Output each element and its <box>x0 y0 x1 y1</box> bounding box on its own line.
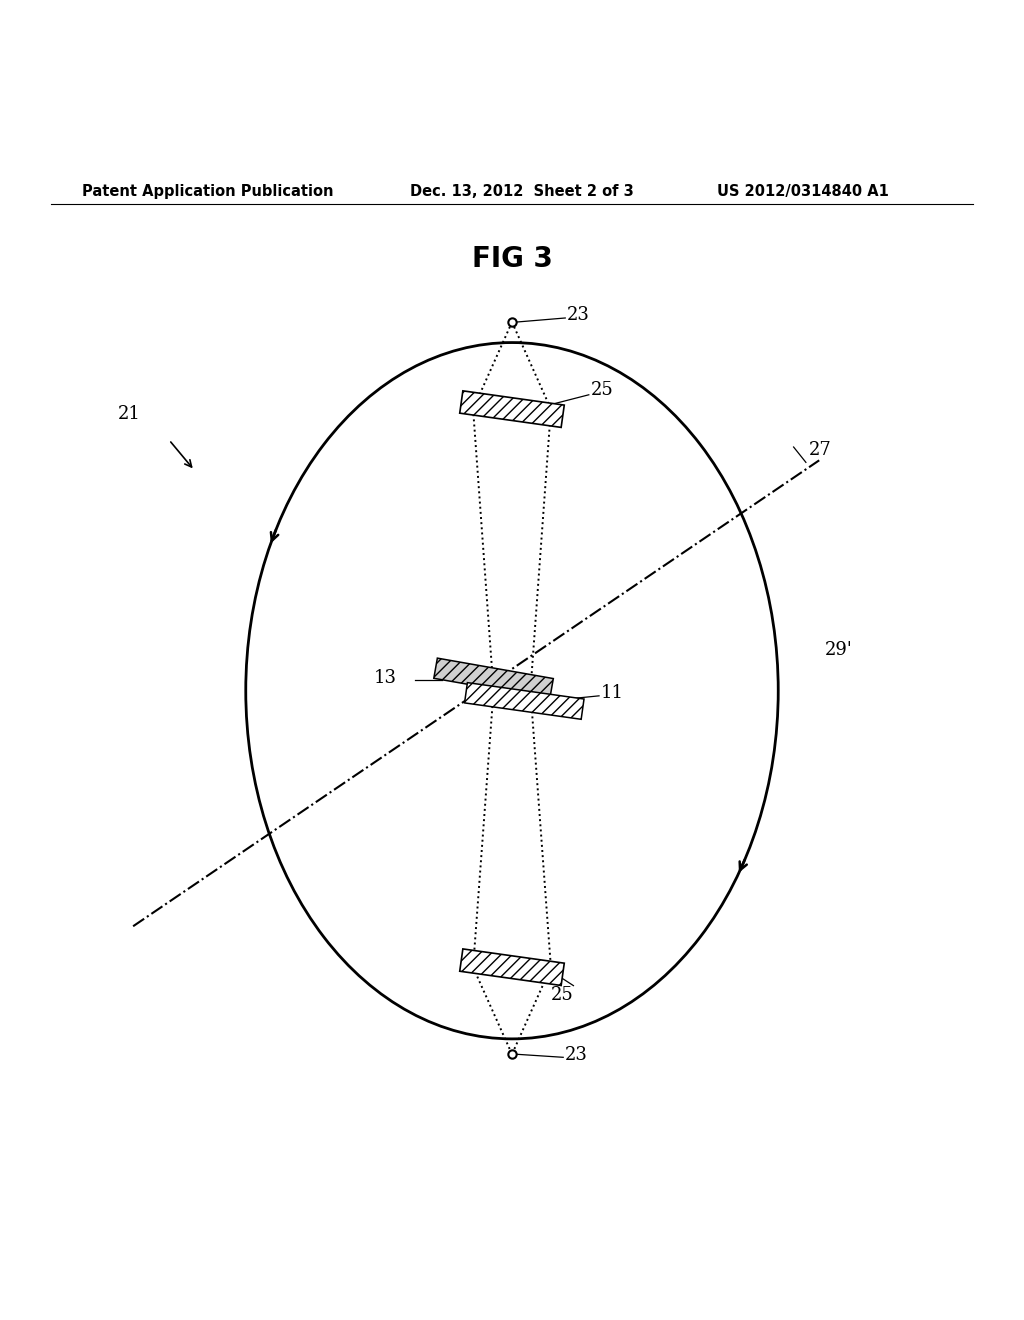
Text: US 2012/0314840 A1: US 2012/0314840 A1 <box>717 183 889 199</box>
Text: 23: 23 <box>567 306 590 323</box>
Text: Patent Application Publication: Patent Application Publication <box>82 183 334 199</box>
Text: 23: 23 <box>565 1047 588 1064</box>
Polygon shape <box>434 659 553 698</box>
Polygon shape <box>460 391 564 428</box>
Polygon shape <box>460 949 564 986</box>
Text: FIG 3: FIG 3 <box>472 246 552 273</box>
Text: 13: 13 <box>374 668 396 686</box>
Polygon shape <box>465 682 584 719</box>
Text: 27: 27 <box>809 441 831 459</box>
Text: 21: 21 <box>118 405 140 424</box>
Text: 25: 25 <box>591 380 613 399</box>
Text: Dec. 13, 2012  Sheet 2 of 3: Dec. 13, 2012 Sheet 2 of 3 <box>410 183 634 199</box>
Text: 11: 11 <box>601 684 624 702</box>
Text: 25: 25 <box>551 986 573 1005</box>
Text: 29': 29' <box>824 642 852 659</box>
